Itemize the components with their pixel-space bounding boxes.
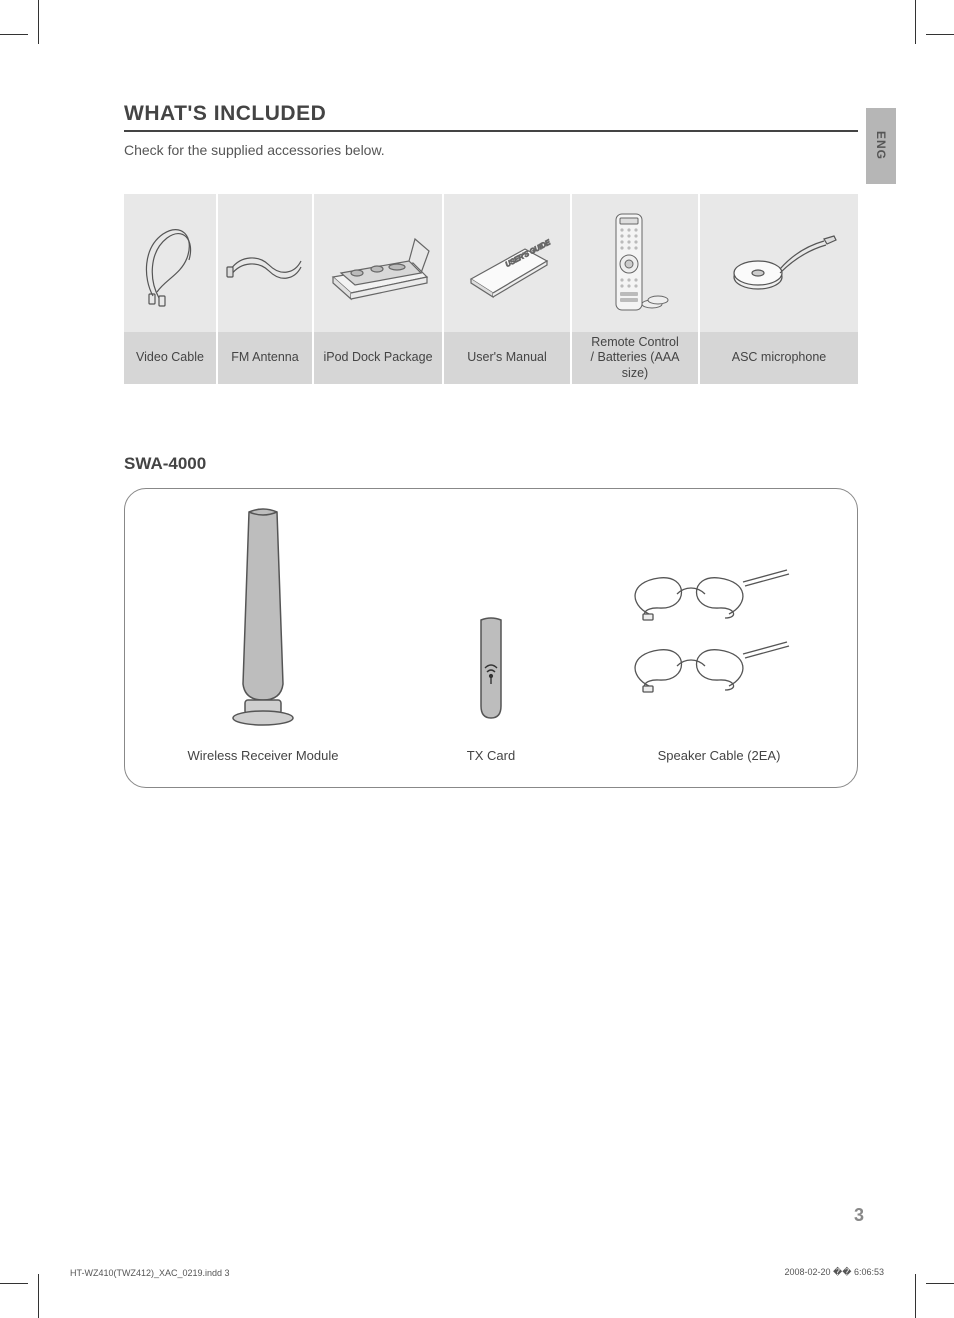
accessory-label: ASC microphone (700, 332, 858, 384)
swa-item-label: Speaker Cable (2EA) (658, 748, 781, 763)
ipod-dock-icon (314, 194, 444, 332)
crop-mark (926, 34, 954, 35)
accessory-label: User's Manual (444, 332, 572, 384)
crop-mark (38, 0, 39, 44)
page-content: WHAT'S INCLUDED Check for the supplied a… (124, 102, 858, 788)
accessory-cell: FM Antenna (218, 194, 314, 384)
footer-filename: HT-WZ410(TWZ412)_XAC_0219.indd 3 (70, 1268, 230, 1278)
crop-mark (0, 1283, 28, 1284)
wireless-receiver-icon (203, 504, 323, 734)
accessory-cell: Remote Control / Batteries (AAA size) (572, 194, 700, 384)
swa-item: Wireless Receiver Module (149, 504, 377, 763)
tx-card-icon (461, 614, 521, 734)
accessory-label: Video Cable (124, 332, 218, 384)
accessory-cell: USER'S GUIDE User's Manual (444, 194, 572, 384)
crop-mark (915, 1274, 916, 1318)
language-tab-label: ENG (874, 131, 888, 160)
accessory-cell: ASC microphone (700, 194, 858, 384)
language-tab: ENG (866, 108, 896, 184)
crop-mark (926, 1283, 954, 1284)
crop-mark (915, 0, 916, 44)
swa-item: Speaker Cable (2EA) (605, 564, 833, 763)
footer-timestamp: 2008-02-20 �� 6:06:53 (784, 1267, 884, 1278)
manual-page: ENG WHAT'S INCLUDED Check for the suppli… (0, 0, 954, 1318)
accessory-cell: Video Cable (124, 194, 218, 384)
section-heading: WHAT'S INCLUDED (124, 102, 858, 132)
video-cable-icon (124, 194, 218, 332)
accessory-label: iPod Dock Package (314, 332, 444, 384)
remote-control-icon (572, 194, 700, 332)
swa-item-label: TX Card (467, 748, 515, 763)
accessories-table: Video Cable FM Antenna (124, 194, 858, 384)
swa-item: TX Card (377, 614, 605, 763)
crop-mark (38, 1274, 39, 1318)
swa-box: Wireless Receiver Module TX Card (124, 488, 858, 788)
accessory-label: Remote Control / Batteries (AAA size) (572, 332, 700, 384)
speaker-cable-icon (619, 564, 819, 734)
users-manual-icon: USER'S GUIDE (444, 194, 572, 332)
accessory-cell: iPod Dock Package (314, 194, 444, 384)
swa-item-label: Wireless Receiver Module (188, 748, 339, 763)
fm-antenna-icon (218, 194, 314, 332)
crop-mark (0, 34, 28, 35)
asc-microphone-icon (700, 194, 858, 332)
section-subtext: Check for the supplied accessories below… (124, 142, 858, 158)
accessory-label: FM Antenna (218, 332, 314, 384)
swa-heading: SWA-4000 (124, 454, 858, 474)
page-number: 3 (854, 1205, 864, 1226)
